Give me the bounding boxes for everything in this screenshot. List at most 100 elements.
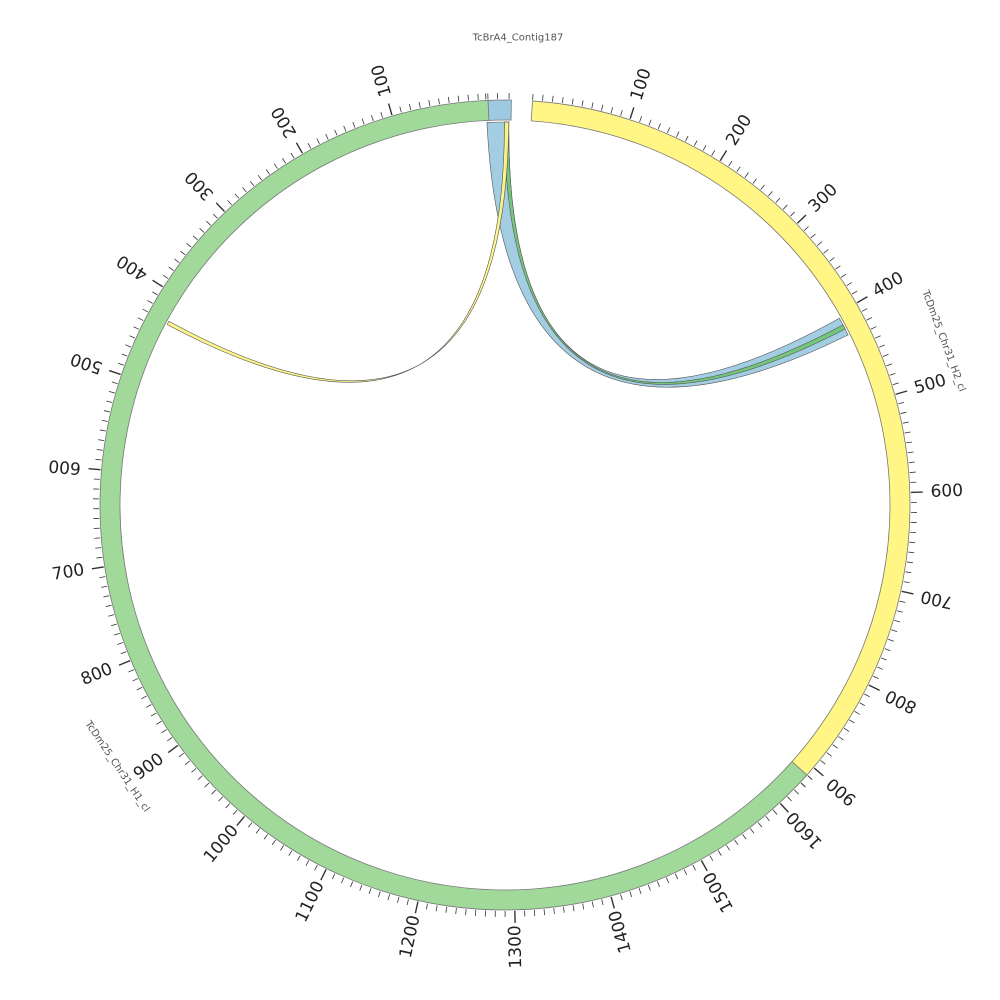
minor-tick [882, 353, 889, 357]
major-tick [796, 214, 807, 224]
minor-tick [255, 828, 261, 834]
tick-label: 800 [78, 659, 116, 690]
minor-tick [350, 881, 354, 888]
tick-label: 1000 [200, 821, 243, 867]
minor-tick [141, 695, 147, 700]
minor-tick [137, 317, 144, 321]
minor-tick [894, 619, 901, 623]
minor-tick [734, 839, 739, 846]
minor-tick [192, 235, 198, 241]
major-tick [387, 103, 393, 116]
minor-tick [199, 228, 205, 233]
minor-tick [563, 906, 565, 913]
minor-tick [273, 163, 278, 169]
minor-tick [877, 666, 883, 670]
minor-tick [900, 411, 907, 414]
minor-tick [561, 97, 564, 104]
minor-tick [851, 290, 858, 295]
minor-tick [98, 439, 105, 442]
minor-tick [380, 112, 383, 119]
minor-tick [368, 888, 372, 895]
minor-tick [95, 547, 102, 549]
minor-tick [418, 101, 421, 109]
minor-tick [371, 115, 374, 122]
minor-tick [820, 760, 826, 765]
minor-tick [101, 585, 108, 588]
minor-tick [397, 896, 400, 903]
minor-tick [581, 100, 584, 107]
minor-tick [829, 257, 835, 262]
minor-tick [435, 905, 438, 912]
major-tick [91, 566, 104, 570]
minor-tick [247, 822, 253, 828]
tick-label: 1500 [700, 868, 738, 916]
minor-tick [117, 642, 124, 645]
minor-tick [693, 140, 698, 147]
tick-label: 300 [181, 167, 218, 204]
tick-label: 800 [882, 685, 920, 717]
minor-tick [425, 903, 428, 910]
minor-tick [133, 326, 140, 330]
minor-tick [168, 266, 174, 271]
minor-tick [878, 344, 885, 348]
minor-tick [325, 133, 329, 140]
minor-tick [864, 693, 870, 698]
minor-tick [891, 629, 898, 633]
minor-tick [647, 884, 651, 891]
minor-tick [683, 869, 688, 875]
minor-tick [257, 174, 262, 181]
minor-tick [128, 669, 135, 673]
tick-label: 1400 [605, 908, 636, 955]
minor-tick [838, 736, 844, 741]
minor-tick [99, 576, 106, 579]
major-tick [895, 390, 908, 395]
minor-tick [108, 391, 115, 394]
minor-tick [760, 184, 765, 190]
minor-tick [232, 809, 238, 815]
major-tick [779, 802, 789, 813]
minor-tick [906, 441, 913, 444]
link-ribbon [486, 121, 849, 388]
major-tick [629, 107, 635, 119]
tick-label: 600 [48, 455, 82, 478]
minor-tick [803, 226, 809, 231]
minor-tick [648, 119, 652, 126]
minor-tick [674, 873, 679, 880]
minor-tick [899, 600, 906, 603]
minor-tick [105, 604, 112, 608]
minor-tick [125, 344, 132, 348]
minor-tick [676, 131, 680, 138]
minor-tick [96, 449, 103, 451]
minor-tick [800, 782, 806, 788]
minor-tick [610, 107, 614, 114]
minor-tick [817, 241, 823, 246]
minor-tick [685, 135, 689, 142]
minor-tick [445, 906, 448, 913]
minor-tick [552, 95, 554, 102]
tick-label: 700 [919, 586, 955, 612]
tick-label: 1300 [505, 925, 526, 969]
minor-tick [880, 657, 887, 661]
minor-tick [620, 894, 623, 901]
minor-tick [639, 116, 642, 123]
minor-tick [111, 381, 118, 385]
minor-tick [186, 243, 192, 248]
minor-tick [903, 581, 910, 584]
minor-tick [271, 839, 276, 846]
minor-tick [307, 142, 312, 149]
minor-tick [861, 308, 868, 312]
minor-tick [591, 102, 594, 109]
segment-h2 [530, 100, 911, 783]
major-tick [868, 684, 880, 692]
minor-tick [184, 760, 191, 765]
major-tick [152, 279, 164, 288]
minor-tick [106, 400, 113, 403]
minor-tick [110, 623, 117, 627]
minor-tick [874, 335, 881, 339]
tick-label: 200 [722, 111, 756, 149]
minor-tick [438, 98, 440, 105]
minor-tick [263, 834, 268, 840]
minor-tick [656, 881, 660, 888]
tick-label: 500 [68, 348, 105, 377]
minor-tick [406, 899, 409, 906]
